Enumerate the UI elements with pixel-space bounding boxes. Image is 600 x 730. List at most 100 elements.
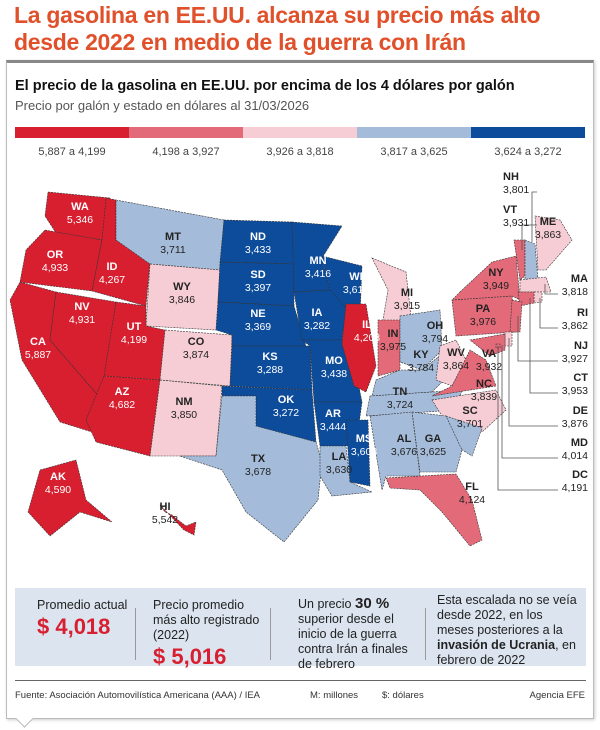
state-nj bbox=[509, 299, 523, 333]
divider bbox=[15, 680, 586, 681]
state-value-label: 3,953 bbox=[562, 385, 588, 397]
state-code-label: TN bbox=[393, 386, 408, 398]
state-value-label: 3,416 bbox=[305, 268, 331, 280]
state-value-label: 4,267 bbox=[99, 274, 125, 286]
state-code-label: LA bbox=[332, 451, 347, 463]
divider bbox=[425, 608, 426, 660]
state-value-label: 4,191 bbox=[562, 482, 588, 494]
state-code-label: NE bbox=[250, 308, 265, 320]
state-value-label: 3,876 bbox=[562, 418, 588, 430]
state-code-label: DC bbox=[572, 469, 588, 481]
state-ks bbox=[229, 345, 313, 391]
state-code-label: MN bbox=[309, 255, 326, 267]
state-value-label: 3,949 bbox=[483, 280, 509, 292]
callout-line bbox=[544, 284, 558, 295]
state-value-label: 3,625 bbox=[420, 446, 446, 458]
state-value-label: 3,678 bbox=[245, 466, 271, 478]
state-fl bbox=[385, 473, 483, 547]
text: Un precio bbox=[298, 597, 355, 611]
legend-swatch-3 bbox=[243, 127, 357, 138]
state-value-label: 3,608 bbox=[351, 446, 377, 458]
state-value-label: 3,864 bbox=[443, 360, 469, 372]
state-value-label: 3,676 bbox=[391, 446, 417, 458]
state-ri bbox=[533, 291, 543, 304]
state-code-label: PA bbox=[476, 303, 491, 315]
state-code-label: KS bbox=[262, 351, 277, 363]
state-value-label: 3,433 bbox=[245, 244, 271, 256]
state-code-label: HI bbox=[160, 501, 171, 513]
state-code-label: OK bbox=[278, 394, 295, 406]
agency: Agencia EFE bbox=[529, 690, 585, 701]
stat-label: Promedio actual bbox=[37, 598, 128, 612]
state-md bbox=[469, 333, 506, 357]
state-code-label: CT bbox=[573, 372, 588, 384]
state-value-label: 4,931 bbox=[69, 314, 95, 326]
state-code-label: ND bbox=[250, 231, 266, 243]
state-value-label: 3,282 bbox=[304, 320, 330, 332]
state-value-label: 3,630 bbox=[326, 464, 352, 476]
state-value-label: 3,915 bbox=[394, 300, 420, 312]
state-ak bbox=[27, 459, 113, 537]
state-code-label: TX bbox=[251, 453, 266, 465]
stats-panel: Promedio actual $ 4,018 Precio promedio … bbox=[15, 588, 586, 671]
state-value-label: 5,542 bbox=[152, 514, 178, 526]
state-il bbox=[341, 303, 377, 393]
state-value-label: 3,818 bbox=[562, 286, 588, 298]
legend-bar bbox=[15, 127, 585, 138]
state-code-label: NC bbox=[476, 378, 492, 390]
state-value-label: 4,203 bbox=[354, 332, 380, 344]
state-value-label: 3,976 bbox=[470, 316, 496, 328]
state-value-label: 3,701 bbox=[457, 418, 483, 430]
state-code-label: VA bbox=[482, 348, 497, 360]
state-code-label: ID bbox=[107, 261, 118, 273]
state-al bbox=[369, 411, 421, 491]
state-mn bbox=[291, 221, 343, 293]
state-code-label: GA bbox=[425, 433, 442, 445]
state-value-label: 3,850 bbox=[171, 409, 197, 421]
state-code-label: CA bbox=[30, 336, 46, 348]
state-code-label: MS bbox=[356, 433, 373, 445]
legend-labels: 5,887 a 4,199 4,198 a 3,927 3,926 a 3,81… bbox=[15, 146, 585, 158]
state-value-label: 3,931 bbox=[503, 217, 529, 229]
state-value-label: 3,784 bbox=[408, 362, 434, 374]
callout-line bbox=[531, 191, 537, 242]
state-de bbox=[504, 331, 513, 347]
state-value-label: 3,839 bbox=[471, 391, 497, 403]
state-code-label: WY bbox=[173, 281, 191, 293]
state-value-label: 3,846 bbox=[169, 294, 195, 306]
state-code-label: IL bbox=[362, 319, 372, 331]
state-hi bbox=[159, 504, 197, 536]
state-value-label: 3,863 bbox=[535, 229, 561, 241]
state-ny bbox=[451, 255, 521, 301]
callout-line bbox=[508, 338, 558, 427]
rise-percent: 30 % bbox=[354, 595, 390, 612]
state-code-label: AR bbox=[325, 408, 341, 420]
state-code-label: CO bbox=[188, 336, 205, 348]
source: Fuente: Asociación Automovilística Ameri… bbox=[15, 690, 261, 701]
state-az bbox=[85, 375, 161, 457]
state-value-label: 3,711 bbox=[160, 244, 186, 256]
legend-swatch-1 bbox=[15, 127, 129, 138]
state-value-label: 3,444 bbox=[320, 421, 346, 433]
state-value-label: 3,862 bbox=[562, 320, 588, 332]
state-ms bbox=[345, 419, 371, 487]
state-ga bbox=[411, 411, 463, 473]
state-code-label: DE bbox=[573, 405, 588, 417]
state-code-label: VT bbox=[503, 204, 517, 216]
state-me bbox=[534, 215, 573, 271]
callout-line bbox=[517, 316, 558, 362]
unit-note: M: millones bbox=[310, 690, 359, 701]
legend-label: 3,624 a 3,272 bbox=[494, 146, 562, 158]
state-value-label: 4,590 bbox=[45, 484, 71, 496]
state-value-label: 3,927 bbox=[562, 353, 588, 365]
state-code-label: AL bbox=[397, 433, 412, 445]
stat-rise: Un precio 30 % superior desde el inicio … bbox=[298, 596, 408, 672]
state-code-label: AZ bbox=[115, 386, 130, 398]
state-va bbox=[431, 349, 497, 397]
text: superior desde el inicio de la guerra co… bbox=[298, 612, 408, 671]
state-value-label: 3,369 bbox=[245, 321, 271, 333]
state-code-label: WV bbox=[447, 347, 465, 359]
state-value-label: 3,874 bbox=[183, 349, 209, 361]
state-code-label: KY bbox=[413, 349, 429, 361]
